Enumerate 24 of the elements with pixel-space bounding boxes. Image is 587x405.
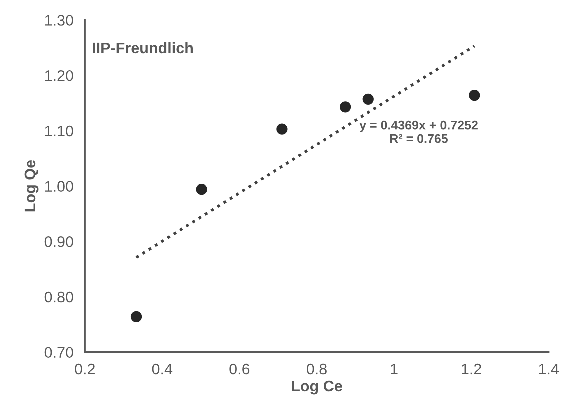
x-tick-label: 0.8: [306, 364, 327, 375]
y-axis-title: Log Qe: [24, 160, 39, 212]
annotation: y = 0.4369x + 0.7252 R² = 0.765: [360, 120, 478, 144]
x-axis-title: Log Ce: [292, 380, 342, 395]
x-tick-label: 1.2: [462, 364, 482, 375]
x-tick-label: 1: [391, 364, 398, 375]
y-tick-label: 0.70: [44, 347, 74, 358]
x-tick-label: 0.2: [75, 364, 95, 375]
point: [130, 311, 142, 322]
x-tick-label: 0.6: [230, 364, 250, 375]
y-tick-label: 0.90: [44, 236, 74, 248]
point: [340, 102, 352, 113]
x-tick-label: 0.4: [152, 364, 173, 375]
point: [276, 124, 288, 135]
point: [196, 184, 208, 196]
y-tick-label: 1.30: [45, 15, 74, 26]
y-tick-label: 1.10: [45, 126, 74, 137]
y-tick-label: 0.80: [44, 292, 74, 303]
y-tick-label: 1.00: [45, 181, 74, 192]
text: IIP-Freundlich: [93, 42, 193, 54]
point: [362, 94, 374, 105]
y-tick-label: 1.20: [45, 70, 74, 82]
x-tick-label: 1.4: [539, 364, 560, 375]
point: [469, 90, 480, 102]
